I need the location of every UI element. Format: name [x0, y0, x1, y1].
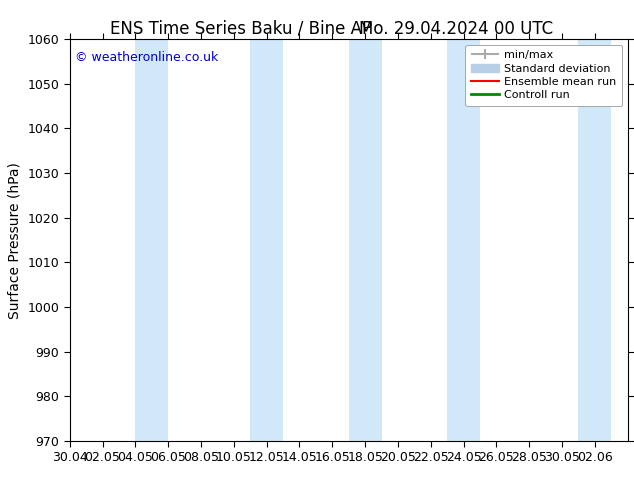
Bar [578, 39, 611, 441]
Text: © weatheronline.co.uk: © weatheronline.co.uk [75, 51, 219, 64]
Bar [447, 39, 480, 441]
Text: Mo. 29.04.2024 00 UTC: Mo. 29.04.2024 00 UTC [359, 20, 553, 38]
Bar [136, 39, 168, 441]
Text: ENS Time Series Baku / Bine AP: ENS Time Series Baku / Bine AP [110, 20, 372, 38]
Bar [349, 39, 382, 441]
Y-axis label: Surface Pressure (hPa): Surface Pressure (hPa) [8, 162, 22, 318]
Bar [250, 39, 283, 441]
Legend: min/max, Standard deviation, Ensemble mean run, Controll run: min/max, Standard deviation, Ensemble me… [465, 45, 622, 106]
